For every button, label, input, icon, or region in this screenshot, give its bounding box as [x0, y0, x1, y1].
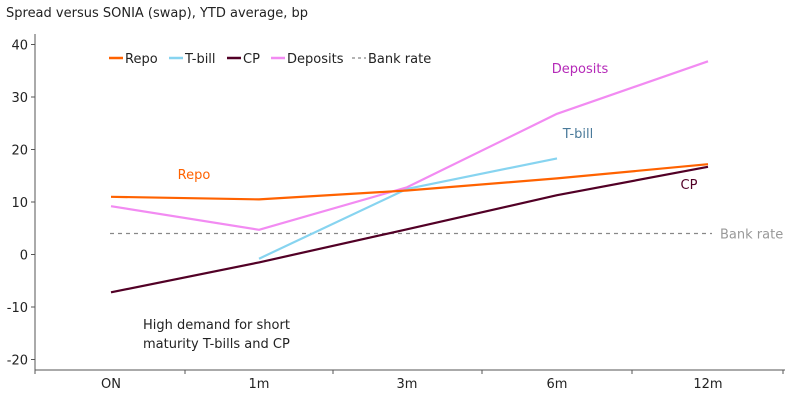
bank-rate-label: Bank rate: [720, 228, 783, 243]
x-tick-label: 6m: [547, 377, 568, 392]
y-tick-label: -20: [7, 354, 28, 369]
x-tick-label: ON: [101, 377, 121, 392]
legend-label: Deposits: [287, 52, 344, 67]
annotation-text: maturity T-bills and CP: [143, 337, 290, 352]
series-line-tbill: [258, 157, 558, 260]
legend-label: CP: [243, 52, 260, 67]
y-tick-label: 20: [11, 144, 28, 159]
series-label-cp: CP: [681, 178, 698, 193]
x-tick-label: 12m: [693, 377, 722, 392]
y-tick-label: -10: [7, 301, 28, 316]
y-tick-label: 0: [20, 249, 28, 264]
y-tick-label: 30: [11, 91, 28, 106]
x-tick-label: 3m: [397, 377, 418, 392]
y-tick-label: 40: [11, 39, 28, 54]
series-label-tbill: T-bill: [562, 127, 594, 142]
series-line-repo: [110, 163, 709, 201]
y-tick-label: 10: [11, 196, 28, 211]
legend-label: Bank rate: [368, 52, 431, 67]
series-label-deposits: Deposits: [552, 62, 609, 77]
series-label-repo: Repo: [178, 168, 211, 183]
chart-title: Spread versus SONIA (swap), YTD average,…: [6, 6, 308, 21]
series-line-cp: [110, 165, 709, 294]
annotation-text: High demand for short: [143, 318, 290, 333]
legend-label: Repo: [125, 52, 158, 67]
legend-label: T-bill: [184, 52, 216, 67]
series-line-deposits: [110, 60, 709, 231]
x-tick-label: 1m: [249, 377, 270, 392]
